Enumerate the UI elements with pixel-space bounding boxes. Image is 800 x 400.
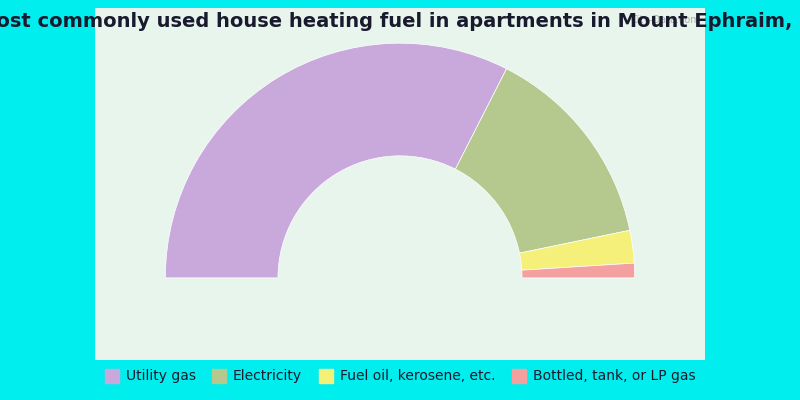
Wedge shape [455, 69, 630, 253]
FancyBboxPatch shape [90, 0, 710, 365]
Text: City-Data.com: City-Data.com [630, 15, 700, 25]
Wedge shape [519, 230, 634, 270]
Wedge shape [522, 263, 634, 278]
Text: Most commonly used house heating fuel in apartments in Mount Ephraim, NJ: Most commonly used house heating fuel in… [0, 12, 800, 31]
Legend: Utility gas, Electricity, Fuel oil, kerosene, etc., Bottled, tank, or LP gas: Utility gas, Electricity, Fuel oil, kero… [101, 364, 699, 388]
Wedge shape [166, 43, 506, 278]
